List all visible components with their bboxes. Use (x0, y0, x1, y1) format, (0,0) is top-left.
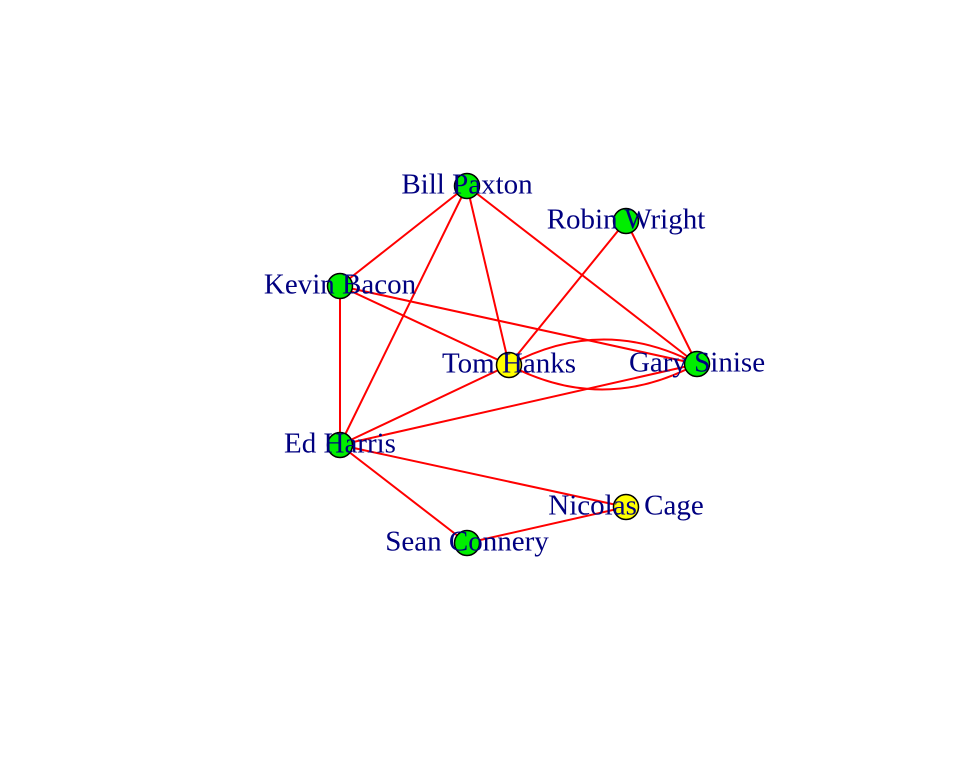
edge-bill_paxton-kevin_bacon (339, 185, 468, 287)
node-ed-harris (326, 431, 354, 459)
edge-tom_hanks-gary_sinise (508, 363, 698, 391)
edge-robin_wright-gary_sinise (625, 220, 698, 365)
node-label-kevin-bacon: Kevin Bacon (264, 269, 417, 301)
node-label-nicolas-cage: Nicolas Cage (548, 490, 703, 522)
edge-robin_wright-tom_hanks (508, 220, 627, 366)
node-kevin-bacon (326, 272, 354, 300)
edge-gary_sinise-tom_hanks (508, 338, 698, 366)
edge-sean_connery-nicolas_cage (466, 506, 627, 544)
edge-ed_harris-nicolas_cage (339, 444, 627, 508)
node-robin-wright (612, 207, 640, 235)
node-label-gary-sinise: Gary Sinise (629, 347, 765, 379)
node-sean-connery (453, 529, 481, 557)
edge-gary_sinise-ed_harris (339, 363, 698, 446)
labels-layer: Bill Paxton Robin Wright Kevin Bacon Tom Ha… (264, 169, 765, 558)
edge-tom_hanks-ed_harris (339, 364, 510, 446)
edge-bill_paxton-tom_hanks (466, 185, 510, 366)
edges-layer (339, 185, 698, 544)
node-label-bill-paxton: Bill Paxton (401, 169, 533, 201)
node-label-robin-wright: Robin Wright (547, 204, 706, 236)
node-gary-sinise (683, 350, 711, 378)
node-tom-hanks (495, 351, 523, 379)
node-label-tom-hanks: Tom Hanks (442, 348, 576, 380)
edge-ed_harris-sean_connery (339, 444, 468, 544)
node-label-sean-connery: Sean Connery (385, 526, 549, 558)
edge-kevin_bacon-tom_hanks (339, 285, 510, 366)
edge-kevin_bacon-gary_sinise (339, 285, 698, 365)
node-bill-paxton (453, 172, 481, 200)
nodes-layer (326, 172, 711, 557)
node-nicolas-cage (612, 493, 640, 521)
node-label-ed-harris: Ed Harris (284, 428, 396, 460)
